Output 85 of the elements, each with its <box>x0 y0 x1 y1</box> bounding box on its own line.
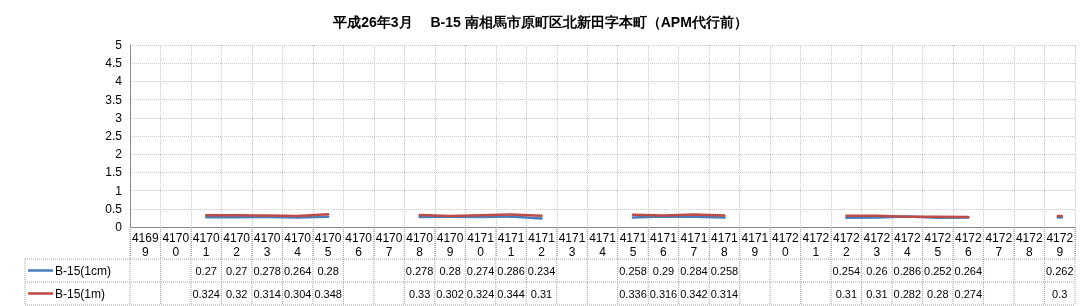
x-tick-label: 41708 <box>406 231 434 259</box>
data-label: 0.31 <box>866 287 888 300</box>
legend-label: B-15(1m) <box>55 286 106 301</box>
x-tick-label: 41716 <box>650 231 678 259</box>
data-label: 0.286 <box>893 264 922 277</box>
x-tick-label: 41702 <box>223 231 251 259</box>
x-tick-label: 41723 <box>863 231 891 259</box>
y-tick-label: 1.5 <box>105 165 123 180</box>
data-label: 0.27 <box>225 264 248 277</box>
y-tick-label: 0.5 <box>105 201 123 216</box>
chart-title: 平成26年3月 B-15 南相馬市原町区北新田字本町（APM代行前） <box>332 14 748 30</box>
data-label: 0.32 <box>225 287 248 300</box>
data-label: 0.29 <box>652 264 675 277</box>
y-tick-label: 0 <box>115 220 123 234</box>
data-label: 0.28 <box>927 287 949 300</box>
y-tick-label: 2.5 <box>105 129 123 143</box>
y-tick-label: 1 <box>115 183 123 198</box>
data-label: 0.28 <box>317 264 339 277</box>
x-tick-label: 41700 <box>162 231 190 259</box>
data-label: 0.284 <box>680 264 708 277</box>
y-tick-label: 4.5 <box>105 56 123 71</box>
data-label: 0.31 <box>530 287 553 300</box>
x-tick-label: 41725 <box>924 231 952 259</box>
data-label: 0.262 <box>1045 264 1074 277</box>
x-tick-label: 41704 <box>284 231 312 259</box>
data-label: 0.26 <box>866 264 888 277</box>
x-tick-label: 41711 <box>497 231 525 259</box>
x-tick-label: 41722 <box>833 231 861 259</box>
y-tick-label: 3 <box>115 110 123 125</box>
x-tick-label: 41718 <box>711 231 739 259</box>
x-tick-label: 41705 <box>314 231 342 259</box>
data-label: 0.342 <box>680 287 708 300</box>
x-tick-label: 41714 <box>589 231 617 259</box>
x-tick-label: 41727 <box>985 231 1013 259</box>
x-tick-label: 41724 <box>893 231 922 259</box>
data-label: 0.3 <box>1052 287 1068 300</box>
x-tick-label: 41715 <box>619 231 647 259</box>
data-label: 0.278 <box>405 264 434 277</box>
x-tick-label: 41726 <box>954 231 982 259</box>
data-label: 0.286 <box>497 264 525 277</box>
x-tick-label: 41729 <box>1046 231 1074 259</box>
data-label: 0.348 <box>314 287 342 300</box>
x-tick-label: 41706 <box>345 231 373 259</box>
legend-label: B-15(1cm) <box>55 263 112 278</box>
data-label: 0.28 <box>439 264 461 277</box>
x-tick-label: 41701 <box>192 231 220 259</box>
data-label: 0.264 <box>954 264 983 277</box>
data-label: 0.336 <box>619 287 647 300</box>
data-label: 0.252 <box>924 264 952 277</box>
data-label: 0.254 <box>832 264 861 277</box>
data-label: 0.316 <box>649 287 678 300</box>
y-tick-label: 2 <box>115 147 123 162</box>
data-label: 0.302 <box>436 287 464 300</box>
x-tick-label: 41719 <box>741 231 769 259</box>
data-label: 0.258 <box>710 264 739 277</box>
x-tick-label: 41720 <box>772 231 800 259</box>
x-tick-label: 41713 <box>558 231 586 259</box>
y-tick-label: 3.5 <box>105 92 123 107</box>
data-label: 0.314 <box>710 287 739 300</box>
x-tick-label: 41721 <box>802 231 830 259</box>
data-label: 0.282 <box>893 287 922 300</box>
data-label: 0.344 <box>497 287 525 300</box>
y-tick-label: 5 <box>115 38 123 52</box>
x-tick-label: 41717 <box>680 231 708 259</box>
data-label: 0.314 <box>253 287 281 300</box>
data-label: 0.258 <box>619 264 647 277</box>
data-label: 0.27 <box>195 264 217 277</box>
x-tick-label: 41709 <box>436 231 464 259</box>
data-label: 0.274 <box>466 264 495 277</box>
x-tick-label: 41710 <box>467 231 495 259</box>
data-label: 0.264 <box>283 264 312 277</box>
y-tick-label: 4 <box>115 74 123 89</box>
x-tick-label: 41712 <box>528 231 556 259</box>
data-label: 0.324 <box>192 287 220 300</box>
data-label: 0.234 <box>527 264 556 277</box>
data-label: 0.278 <box>253 264 281 277</box>
data-label: 0.304 <box>283 287 312 300</box>
x-tick-label: 41728 <box>1015 231 1043 259</box>
data-label: 0.31 <box>835 287 858 300</box>
data-label: 0.274 <box>954 287 983 300</box>
x-tick-label: 41703 <box>253 231 281 259</box>
x-tick-label: 41707 <box>375 231 403 259</box>
data-label: 0.33 <box>408 287 431 300</box>
data-label: 0.324 <box>466 287 495 300</box>
x-tick-label: 41699 <box>131 231 159 259</box>
